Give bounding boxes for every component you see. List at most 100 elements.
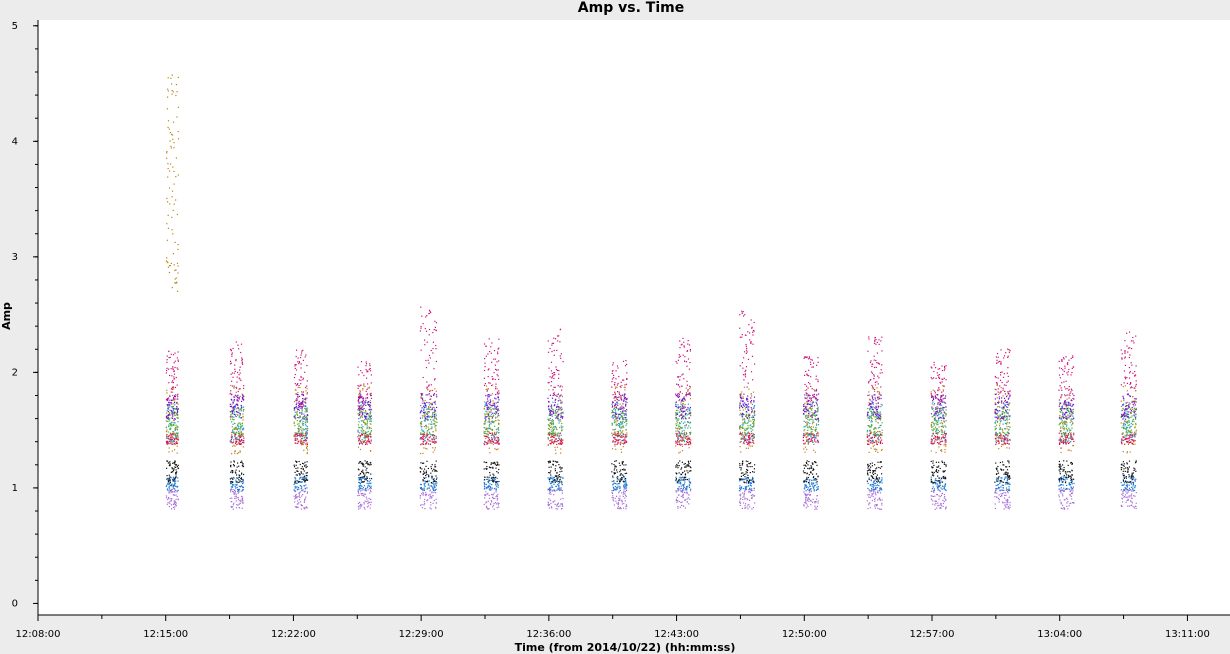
data-point: [230, 471, 232, 473]
data-point: [489, 404, 491, 406]
data-point: [494, 448, 496, 450]
data-point: [431, 470, 434, 472]
data-point: [550, 381, 553, 383]
data-point: [739, 431, 741, 433]
data-point: [554, 374, 556, 376]
data-point: [748, 420, 750, 422]
data-point: [485, 437, 487, 440]
data-point: [485, 494, 487, 496]
data-point: [680, 501, 682, 504]
data-point: [365, 432, 367, 434]
data-point: [366, 370, 368, 372]
data-point: [429, 395, 431, 397]
data-point: [625, 360, 627, 362]
data-point: [230, 466, 232, 468]
data-point: [239, 428, 241, 430]
data-point: [488, 436, 490, 439]
data-point: [358, 477, 360, 479]
data-point: [679, 451, 681, 453]
data-point: [425, 447, 427, 449]
data-point: [169, 482, 171, 484]
data-point: [169, 374, 171, 376]
data-point: [561, 415, 563, 417]
data-point: [555, 426, 557, 429]
data-point: [421, 407, 423, 409]
data-point: [490, 406, 492, 409]
data-point: [677, 430, 679, 432]
data-point: [686, 464, 688, 466]
data-point: [357, 489, 359, 491]
data-point: [549, 376, 551, 378]
data-point: [623, 417, 625, 419]
data-point: [498, 347, 500, 349]
data-point: [169, 409, 171, 411]
data-point: [742, 463, 744, 465]
data-point: [303, 476, 305, 478]
data-point: [364, 508, 366, 510]
data-point: [753, 468, 755, 470]
data-point: [554, 401, 556, 403]
data-point: [172, 414, 174, 416]
data-point: [497, 396, 499, 398]
data-point: [484, 435, 486, 437]
data-point: [431, 426, 433, 428]
data-point: [688, 470, 690, 472]
data-point: [493, 477, 495, 479]
data-point: [293, 407, 295, 409]
data-point: [235, 438, 238, 441]
data-point: [683, 429, 685, 431]
data-point: [623, 397, 625, 399]
data-point: [173, 424, 175, 426]
data-point: [365, 390, 367, 392]
data-point: [611, 403, 613, 406]
data-point: [688, 485, 691, 487]
data-point: [752, 476, 754, 478]
data-point: [560, 452, 562, 454]
data-point: [751, 488, 753, 490]
data-point: [232, 406, 234, 408]
data-point: [370, 395, 372, 397]
data-point: [238, 485, 240, 487]
data-point: [361, 431, 363, 433]
data-point: [561, 441, 563, 443]
data-point: [623, 484, 625, 486]
data-point: [548, 405, 550, 407]
data-point: [165, 431, 168, 433]
data-point: [300, 428, 302, 430]
data-point: [361, 415, 363, 417]
data-point: [423, 409, 425, 411]
data-point: [484, 366, 486, 368]
data-point: [435, 483, 437, 485]
data-point: [490, 466, 492, 469]
data-point: [295, 494, 297, 497]
data-point: [490, 504, 492, 506]
data-point: [424, 484, 426, 486]
data-point: [361, 439, 363, 441]
data-point: [678, 440, 681, 442]
data-point: [687, 390, 689, 392]
data-point: [744, 433, 746, 435]
data-point: [238, 465, 240, 467]
data-point: [547, 397, 549, 399]
data-point: [230, 442, 232, 444]
data-point: [685, 479, 687, 481]
data-point: [238, 441, 240, 443]
data-point: [497, 351, 499, 353]
data-point: [171, 508, 173, 510]
data-point: [239, 434, 241, 436]
data-point: [675, 440, 677, 442]
data-point: [167, 399, 169, 401]
data-point: [485, 502, 487, 504]
data-point: [233, 493, 235, 495]
data-point: [169, 417, 171, 419]
data-point: [419, 497, 421, 499]
data-point: [168, 420, 170, 422]
data-point: [485, 442, 488, 444]
data-point: [304, 411, 306, 413]
data-point: [617, 430, 619, 433]
data-point: [681, 400, 683, 402]
data-point: [235, 495, 237, 497]
data-point: [294, 414, 296, 416]
data-point: [238, 438, 240, 440]
data-point: [681, 467, 683, 469]
